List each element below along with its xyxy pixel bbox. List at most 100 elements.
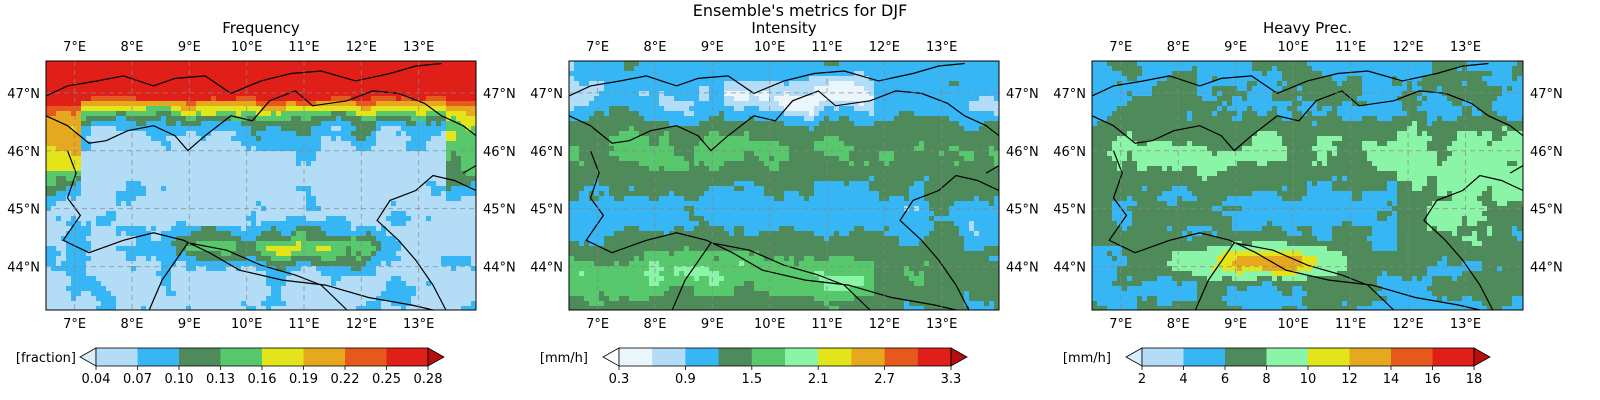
colorbar-segment bbox=[345, 348, 387, 366]
map-frame bbox=[568, 60, 1000, 311]
panel-2: Heavy Prec. 7°E 7°E 8°E 8°E 9°E 9°E 10°E 10°E 11°… bbox=[1053, 19, 1563, 387]
colorbar-segment bbox=[1349, 348, 1392, 366]
lon-tick-label-top: 12°E bbox=[1392, 40, 1423, 55]
lon-tick-label-top: 7°E bbox=[1109, 40, 1132, 55]
lon-tick-label-bottom: 13°E bbox=[926, 317, 957, 332]
lat-tick-label-right: 45°N bbox=[483, 203, 516, 218]
colorbar-segment bbox=[96, 348, 138, 366]
lon-tick-label-top: 12°E bbox=[869, 40, 900, 55]
lon-tick-label-bottom: 13°E bbox=[403, 317, 434, 332]
colorbar-tick-label: 0.25 bbox=[372, 372, 401, 387]
colorbar-extend-high bbox=[427, 347, 445, 367]
lat-tick-label-right: 44°N bbox=[1006, 261, 1039, 276]
lat-tick-label-left: 46°N bbox=[1053, 145, 1086, 160]
border-line bbox=[1091, 62, 1489, 97]
lon-tick-label-top: 10°E bbox=[1278, 40, 1309, 55]
colorbar-extend-low bbox=[79, 347, 97, 367]
colorbar: 2 4 6 8 10 12 14 16 18 [mm/h] bbox=[1063, 347, 1491, 387]
border-line bbox=[585, 150, 957, 311]
colorbar-segment bbox=[884, 348, 919, 366]
colorbar-segment bbox=[1308, 348, 1350, 366]
lat-tick-label-right: 44°N bbox=[1530, 261, 1563, 276]
lon-tick-label-bottom: 12°E bbox=[1392, 317, 1423, 332]
lon-tick-label-top: 13°E bbox=[926, 40, 957, 55]
border-line bbox=[62, 150, 434, 311]
colorbar-tick-label: 6 bbox=[1221, 372, 1229, 387]
colorbar-segment bbox=[851, 348, 886, 366]
border-line bbox=[462, 165, 477, 174]
lat-tick-label-right: 45°N bbox=[1530, 203, 1563, 218]
lon-tick-label-bottom: 7°E bbox=[63, 317, 86, 332]
colorbar-frame bbox=[618, 347, 952, 367]
lat-tick-label-right: 46°N bbox=[483, 145, 516, 160]
colorbar-tick-label: 2.1 bbox=[808, 372, 829, 387]
colorbar-segment bbox=[619, 348, 653, 366]
lon-tick-label-bottom: 11°E bbox=[1335, 317, 1366, 332]
lat-tick-label-left: 47°N bbox=[530, 87, 563, 102]
lon-tick-label-top: 9°E bbox=[178, 40, 201, 55]
colorbar-segment bbox=[179, 348, 221, 366]
lon-tick-label-top: 7°E bbox=[63, 40, 86, 55]
border-line bbox=[376, 174, 477, 311]
lat-tick-label-right: 47°N bbox=[483, 87, 516, 102]
lat-tick-label-right: 44°N bbox=[483, 261, 516, 276]
colorbar-extend-low bbox=[602, 347, 620, 367]
heatmap-cells bbox=[569, 61, 999, 310]
colorbar-label: [mm/h] bbox=[1063, 351, 1111, 366]
colorbar-tick-label: 2.7 bbox=[874, 372, 895, 387]
colorbar-segment bbox=[1183, 348, 1226, 366]
colorbar-tick-label: 18 bbox=[1466, 372, 1483, 387]
border-line bbox=[148, 242, 348, 311]
lat-tick-label-left: 44°N bbox=[530, 261, 563, 276]
lon-tick-label-bottom: 12°E bbox=[869, 317, 900, 332]
lon-tick-label-top: 12°E bbox=[346, 40, 377, 55]
lon-tick-label-bottom: 11°E bbox=[288, 317, 319, 332]
lon-tick-label-bottom: 8°E bbox=[644, 317, 667, 332]
colorbar-extend-high bbox=[1473, 347, 1491, 367]
border-line bbox=[568, 90, 1000, 152]
lon-tick-label-top: 11°E bbox=[288, 40, 319, 55]
lon-tick-label-top: 7°E bbox=[586, 40, 609, 55]
colorbar: 0.3 0.9 1.5 2.1 2.7 3.3 [mm/h] bbox=[540, 347, 968, 387]
border-line bbox=[45, 90, 477, 152]
colorbar-segment bbox=[1142, 348, 1184, 366]
lat-tick-label-right: 47°N bbox=[1530, 87, 1563, 102]
lon-tick-label-top: 11°E bbox=[811, 40, 842, 55]
colorbar-segment bbox=[718, 348, 753, 366]
colorbar-tick-label: 0.3 bbox=[609, 372, 630, 387]
colorbar-segment bbox=[262, 348, 304, 366]
lat-tick-label-left: 46°N bbox=[530, 145, 563, 160]
lon-tick-label-bottom: 10°E bbox=[231, 317, 262, 332]
colorbar-segment bbox=[1391, 348, 1433, 366]
colorbar-tick-label: 14 bbox=[1383, 372, 1400, 387]
lat-tick-label-right: 46°N bbox=[1530, 145, 1563, 160]
lon-tick-label-top: 11°E bbox=[1335, 40, 1366, 55]
lon-tick-label-bottom: 10°E bbox=[754, 317, 785, 332]
lon-tick-label-bottom: 9°E bbox=[701, 317, 724, 332]
lon-tick-label-bottom: 9°E bbox=[1224, 317, 1247, 332]
lon-tick-label-top: 13°E bbox=[1450, 40, 1481, 55]
lon-tick-label-bottom: 11°E bbox=[811, 317, 842, 332]
colorbar-tick-label: 0.13 bbox=[206, 372, 235, 387]
lat-tick-label-left: 44°N bbox=[7, 261, 40, 276]
lon-tick-label-top: 9°E bbox=[701, 40, 724, 55]
colorbar-tick-label: 0.19 bbox=[289, 372, 318, 387]
lat-tick-label-left: 45°N bbox=[7, 203, 40, 218]
border-line bbox=[985, 165, 1000, 174]
colorbar-segment bbox=[652, 348, 686, 366]
panel-title: Heavy Prec. bbox=[1263, 19, 1352, 37]
lon-tick-label-top: 10°E bbox=[231, 40, 262, 55]
colorbar-extend-low bbox=[1125, 347, 1143, 367]
colorbar-segment bbox=[685, 348, 720, 366]
colorbar-tick-label: 3.3 bbox=[941, 372, 962, 387]
border-line bbox=[1091, 90, 1524, 152]
panel-title: Frequency bbox=[222, 19, 300, 37]
panel-1: Intensity 7°E 7°E 8°E 8°E 9°E 9°E 10°E 10°E 11°E 1… bbox=[530, 19, 1039, 387]
lon-tick-label-top: 13°E bbox=[403, 40, 434, 55]
colorbar: 0.04 0.07 0.10 0.13 0.16 0.19 0.22 0.25 0.28 [fra… bbox=[16, 347, 445, 387]
lon-tick-label-bottom: 12°E bbox=[346, 317, 377, 332]
lat-tick-label-left: 46°N bbox=[7, 145, 40, 160]
figure-suptitle: Ensemble's metrics for DJF bbox=[692, 1, 908, 20]
lon-tick-label-top: 9°E bbox=[1224, 40, 1247, 55]
lat-tick-label-left: 47°N bbox=[1053, 87, 1086, 102]
